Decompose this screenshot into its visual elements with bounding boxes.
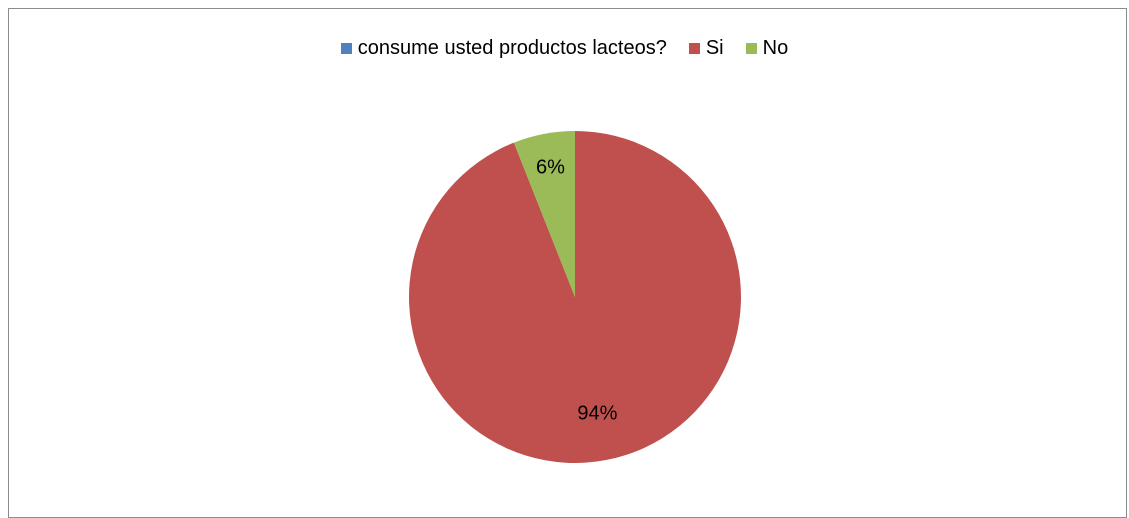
legend-swatch-si <box>688 43 700 54</box>
legend-label-no: No <box>762 37 789 59</box>
legend-swatch-no <box>745 43 757 54</box>
legend-item-si: Si <box>688 37 724 60</box>
data-label-no: 6% <box>536 156 565 178</box>
data-label-si: 94% <box>577 403 617 425</box>
legend-item-series: consume usted productos lacteos? <box>340 37 667 60</box>
legend-swatch-series <box>340 43 352 54</box>
legend-label-series: consume usted productos lacteos? <box>357 37 667 59</box>
chart-legend: consume usted productos lacteos? Si No <box>0 37 1129 60</box>
legend-label-si: Si <box>705 37 724 59</box>
legend-item-no: No <box>745 37 789 60</box>
pie-slice-no <box>513 131 575 297</box>
